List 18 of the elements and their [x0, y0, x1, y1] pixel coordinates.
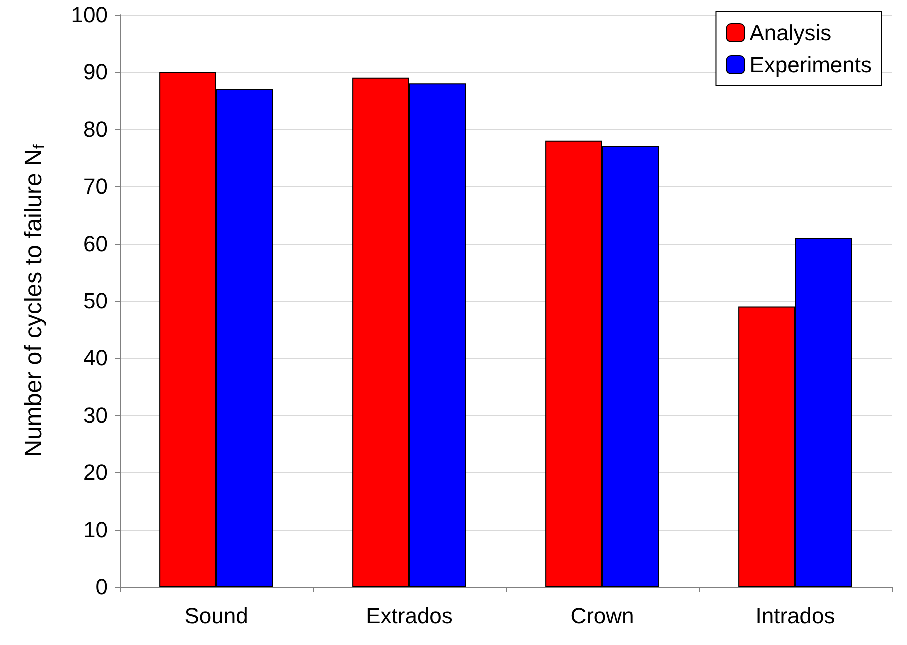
y-tick-label: 20	[84, 460, 108, 486]
y-tick-label: 100	[71, 2, 108, 28]
x-tick-label: Crown	[570, 604, 634, 628]
y-axis-title: Number of cycles to failure Nf	[20, 144, 48, 458]
y-tick-label: 50	[84, 288, 108, 314]
y-tick-label: 30	[84, 402, 108, 428]
x-tick-label: Sound	[184, 604, 248, 628]
x-tick-label: Intrados	[756, 604, 836, 628]
y-tick-label: 10	[84, 517, 108, 542]
legend-label: Analysis	[750, 20, 832, 46]
y-tick-label: 90	[84, 60, 108, 85]
y-tick-label: 70	[84, 174, 108, 200]
legend-label: Experiments	[750, 52, 872, 78]
y-tick-label: 80	[84, 116, 108, 142]
x-tick-label: Extrados	[366, 604, 453, 628]
y-tick-label: 40	[84, 346, 108, 371]
y-tick-label: 0	[96, 574, 108, 600]
y-tick-label: 60	[84, 231, 108, 256]
